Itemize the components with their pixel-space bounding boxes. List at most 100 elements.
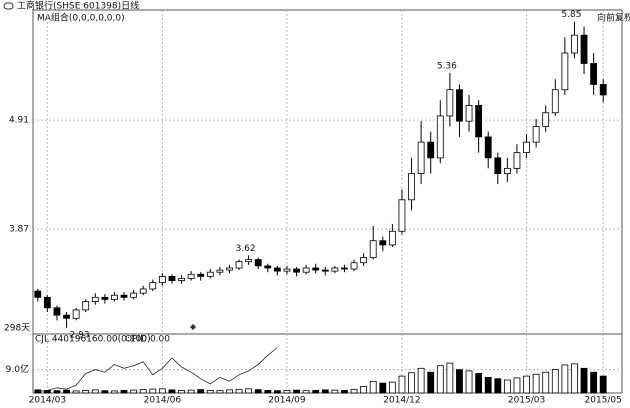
candle-body bbox=[513, 152, 521, 169]
volume-bar bbox=[302, 390, 310, 394]
candle-body bbox=[139, 288, 147, 294]
x-tick-label: 2015/03 bbox=[508, 396, 545, 406]
candle-body bbox=[82, 301, 90, 311]
volume-bar bbox=[235, 388, 243, 394]
volume-bar bbox=[561, 364, 569, 394]
volume-bar bbox=[254, 389, 262, 394]
title: 工商银行(SHSE 601398)日线 bbox=[17, 0, 139, 12]
volume-bar bbox=[139, 389, 147, 394]
candle-body bbox=[273, 267, 281, 272]
volume-bar bbox=[158, 388, 166, 394]
candle-body bbox=[264, 265, 272, 269]
candle-body bbox=[158, 275, 166, 284]
y-tick-label: 9.0亿 bbox=[6, 363, 29, 375]
candle-body bbox=[580, 34, 588, 64]
volume-bar bbox=[206, 389, 214, 394]
candle-body bbox=[465, 105, 473, 122]
candle-body bbox=[475, 105, 483, 138]
y-tick-label: 3.87 bbox=[9, 225, 29, 235]
candle-body bbox=[63, 314, 70, 319]
volume-bar bbox=[513, 377, 521, 394]
candle-body bbox=[34, 290, 42, 298]
candle-body bbox=[561, 52, 569, 91]
volume-bar bbox=[590, 371, 598, 394]
x-tick-label: 2015/05 bbox=[585, 396, 622, 406]
candle-body bbox=[168, 275, 176, 281]
candle-body bbox=[206, 271, 214, 277]
volume-bar bbox=[341, 389, 348, 394]
candle-body bbox=[312, 267, 320, 271]
volume-bar bbox=[273, 390, 281, 394]
price-annotation: 5.85 bbox=[561, 10, 581, 20]
candle-body bbox=[43, 296, 51, 309]
candle-body bbox=[503, 167, 511, 174]
candle-body bbox=[369, 240, 377, 258]
x-tick-label: 2014/03 bbox=[29, 396, 66, 406]
volume-bar bbox=[465, 370, 473, 394]
candle-body bbox=[446, 89, 454, 117]
candle-body bbox=[254, 259, 262, 267]
candle-body bbox=[72, 309, 80, 319]
volume-bar bbox=[63, 389, 70, 394]
adjust-label[interactable]: 向前复权 bbox=[597, 12, 630, 24]
candle-body bbox=[436, 115, 444, 159]
candle-body bbox=[111, 294, 118, 300]
candle-body bbox=[331, 267, 339, 272]
volume-bar bbox=[91, 389, 99, 394]
volume-bar bbox=[101, 390, 109, 394]
candle-body bbox=[321, 269, 329, 272]
candle-body bbox=[408, 173, 415, 201]
candle-body bbox=[494, 157, 502, 174]
candle-body bbox=[53, 307, 61, 316]
candle-body bbox=[197, 273, 205, 277]
candle-body bbox=[551, 89, 559, 114]
volume-bar bbox=[388, 381, 396, 394]
volume-bar bbox=[293, 389, 300, 394]
volume-bar bbox=[417, 367, 425, 394]
candle-body bbox=[571, 34, 578, 54]
volume-bar bbox=[599, 375, 607, 394]
volume-bar bbox=[321, 389, 329, 394]
volume-bar bbox=[532, 373, 540, 394]
volume-bar bbox=[542, 371, 550, 394]
volume-bar bbox=[187, 389, 195, 394]
volume-bar bbox=[369, 380, 377, 394]
volume-bar bbox=[436, 365, 444, 394]
volume-bar bbox=[53, 390, 61, 394]
candle-body bbox=[101, 296, 109, 300]
icon[interactable] bbox=[3, 2, 14, 10]
candle-body bbox=[379, 240, 387, 246]
volume-bar bbox=[446, 362, 454, 394]
x-tick-label: 2014/06 bbox=[144, 396, 182, 406]
volume-header: CJL 440196160.00(0:100) bbox=[35, 335, 151, 345]
candle-body bbox=[360, 257, 368, 264]
volume-bar bbox=[551, 369, 559, 394]
volume-bar bbox=[360, 386, 368, 394]
indicator-label: OPID 0.00 bbox=[125, 335, 170, 345]
candle-body bbox=[216, 269, 224, 273]
y-tick-label: 4.91 bbox=[9, 116, 29, 126]
volume-bar bbox=[245, 388, 253, 394]
ma-label: MA组合(0,0,0,0,0,0) bbox=[37, 12, 125, 24]
candle-body bbox=[456, 89, 463, 122]
candle-body bbox=[130, 292, 138, 298]
candle-body bbox=[149, 282, 157, 290]
candle-body bbox=[283, 268, 291, 272]
volume-bar bbox=[111, 390, 118, 394]
candle-body bbox=[398, 199, 406, 232]
volume-bar bbox=[283, 389, 291, 394]
price-annotation: 3.62 bbox=[236, 244, 256, 254]
price-annotation: 2.93 bbox=[70, 330, 90, 340]
volume-bar bbox=[398, 375, 406, 394]
candle-body bbox=[523, 141, 530, 154]
volume-bar bbox=[456, 369, 463, 394]
volume-bar bbox=[197, 389, 205, 394]
volume-bar bbox=[523, 375, 530, 394]
candle-body bbox=[341, 267, 348, 270]
volume-bar bbox=[216, 390, 224, 394]
candle-body bbox=[388, 230, 396, 246]
volume-bar bbox=[503, 379, 511, 394]
days-label: 298天 bbox=[4, 324, 30, 334]
volume-bar bbox=[178, 389, 185, 394]
